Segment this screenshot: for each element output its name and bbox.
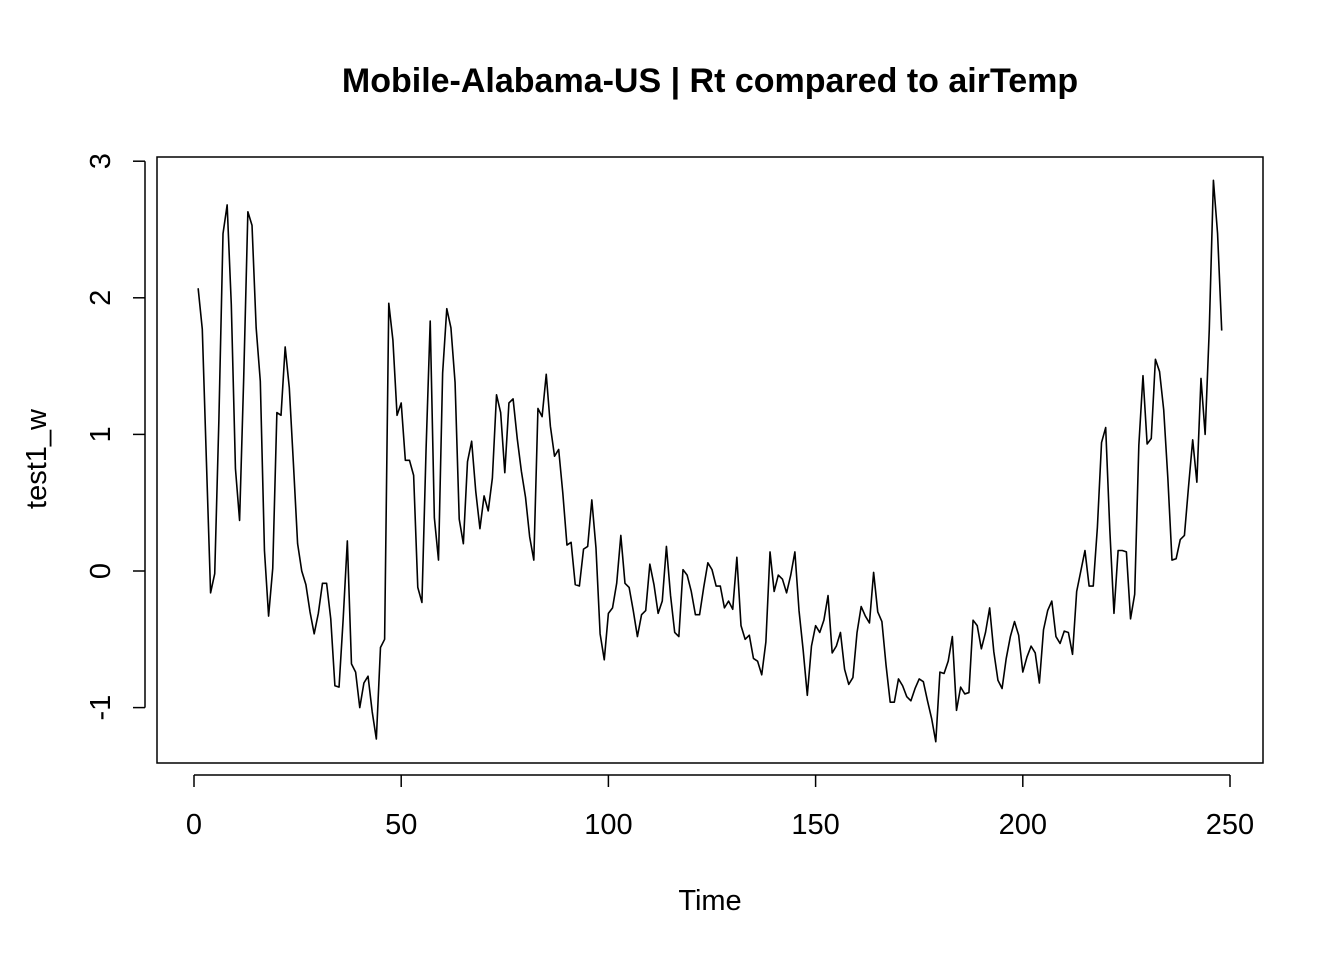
y-tick-label: 2 bbox=[85, 290, 117, 306]
plot-frame bbox=[156, 156, 1264, 764]
x-tick-label: 150 bbox=[791, 809, 839, 841]
chart-title: Mobile-Alabama-US | Rt compared to airTe… bbox=[342, 62, 1078, 100]
y-tick-label: 0 bbox=[85, 563, 117, 579]
y-axis-label: test1_w bbox=[21, 408, 53, 509]
x-tick-label: 250 bbox=[1206, 809, 1254, 841]
x-tick-label: 50 bbox=[385, 809, 417, 841]
x-tick-label: 0 bbox=[186, 809, 202, 841]
y-tick-label: -1 bbox=[85, 695, 117, 721]
x-axis: 0 50 100 150 200 250 bbox=[186, 774, 1254, 841]
y-axis: -1 0 1 2 3 bbox=[85, 153, 146, 721]
series-line bbox=[197, 179, 1223, 743]
x-axis-label: Time bbox=[678, 885, 741, 917]
y-tick-label: 3 bbox=[85, 153, 117, 169]
x-tick-label: 200 bbox=[999, 809, 1047, 841]
x-tick-label: 100 bbox=[584, 809, 632, 841]
series-layer bbox=[197, 179, 1223, 743]
y-tick-label: 1 bbox=[85, 426, 117, 442]
